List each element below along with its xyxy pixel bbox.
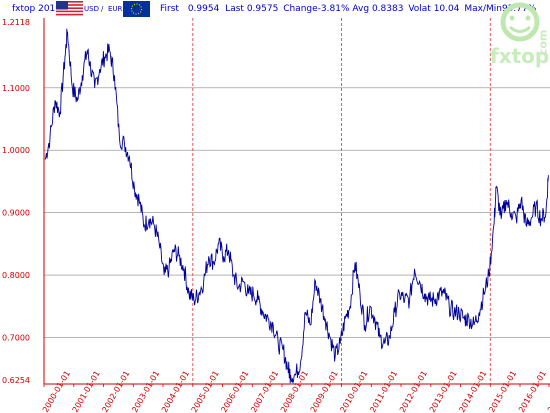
last-label: Last bbox=[225, 4, 244, 14]
logo-suffix: .com bbox=[536, 29, 550, 60]
maxmin-value: 93.77% bbox=[501, 4, 537, 14]
fxtop-logo: fxtop .com bbox=[490, 0, 550, 80]
series bbox=[44, 28, 549, 384]
x-tick-label: 2001-01-01 bbox=[71, 369, 102, 413]
x-tick-label: 2015-01-01 bbox=[487, 369, 518, 413]
logo-text: fxtop bbox=[490, 44, 550, 68]
x-tick-label: 2000-01-01 bbox=[41, 369, 72, 413]
x-tick-label: 2013-01-01 bbox=[428, 369, 459, 413]
y-tick-label: 0.7000 bbox=[2, 333, 30, 342]
x-tick-label: 2003-01-01 bbox=[130, 369, 161, 413]
y-tick-label: 1.2118 bbox=[2, 18, 30, 27]
x-tick-labels: 2000-01-012001-01-012002-01-012003-01-01… bbox=[41, 369, 550, 413]
axes bbox=[43, 18, 550, 387]
first-value: 0.9954 bbox=[187, 4, 220, 14]
pair-base: USD bbox=[84, 5, 99, 13]
us-flag-icon bbox=[56, 1, 83, 17]
x-tick-label: 2009-01-01 bbox=[309, 369, 340, 413]
change-label: Change bbox=[283, 4, 318, 14]
pair-separator: / bbox=[101, 5, 104, 13]
x-tick-label: 2011-01-01 bbox=[368, 369, 399, 413]
y-tick-label: 0.9000 bbox=[2, 209, 30, 218]
x-tick-label: 2012-01-01 bbox=[398, 369, 429, 413]
last-value: 0.9575 bbox=[246, 4, 279, 14]
avg-label: Avg bbox=[352, 4, 370, 14]
stats-line: First 0.9954 Last 0.9575 Change-3.81% Av… bbox=[160, 0, 536, 18]
grid-lines bbox=[44, 87, 550, 338]
x-tick-label: 2004-01-01 bbox=[160, 369, 191, 413]
change-value: -3.81% bbox=[317, 4, 350, 14]
y-tick-labels: 1.2118 1.1000 1.0000 0.9000 0.8000 0.7000 0.62… bbox=[2, 18, 30, 385]
y-tick-label: 1.1000 bbox=[2, 84, 30, 93]
x-tick-label: 2010-01-01 bbox=[338, 369, 369, 413]
avg-value: 0.8383 bbox=[371, 4, 404, 14]
x-tick-label: 2016-01-01 bbox=[517, 369, 548, 413]
x-tick-label: 2007-01-01 bbox=[249, 369, 280, 413]
volat-value: 10.04 bbox=[433, 4, 460, 14]
smiley-logo-icon bbox=[500, 2, 540, 42]
volat-label: Volat bbox=[408, 4, 431, 14]
y-tick-label: 1.0000 bbox=[2, 146, 30, 155]
pair-quote: EUR bbox=[108, 5, 123, 13]
x-tick-label: 2005-01-01 bbox=[190, 369, 221, 413]
x-tick-label: 2002-01-01 bbox=[100, 369, 131, 413]
first-label: First bbox=[160, 4, 179, 14]
x-tick-label: 2014-01-01 bbox=[457, 369, 488, 413]
y-tick-label: 0.6254 bbox=[2, 376, 30, 385]
series-line bbox=[44, 28, 549, 384]
eu-flag-icon bbox=[123, 1, 150, 17]
x-tick-label: 2006-01-01 bbox=[219, 369, 250, 413]
chart-header: fxtop 2016 USD / EUR First 0.9954 Last 0… bbox=[0, 0, 550, 18]
year-separators bbox=[192, 18, 491, 384]
y-tick-label: 0.8000 bbox=[2, 271, 30, 280]
source-label: fxtop 2016 bbox=[12, 4, 62, 14]
maxmin-label: Max/Min bbox=[464, 4, 502, 14]
